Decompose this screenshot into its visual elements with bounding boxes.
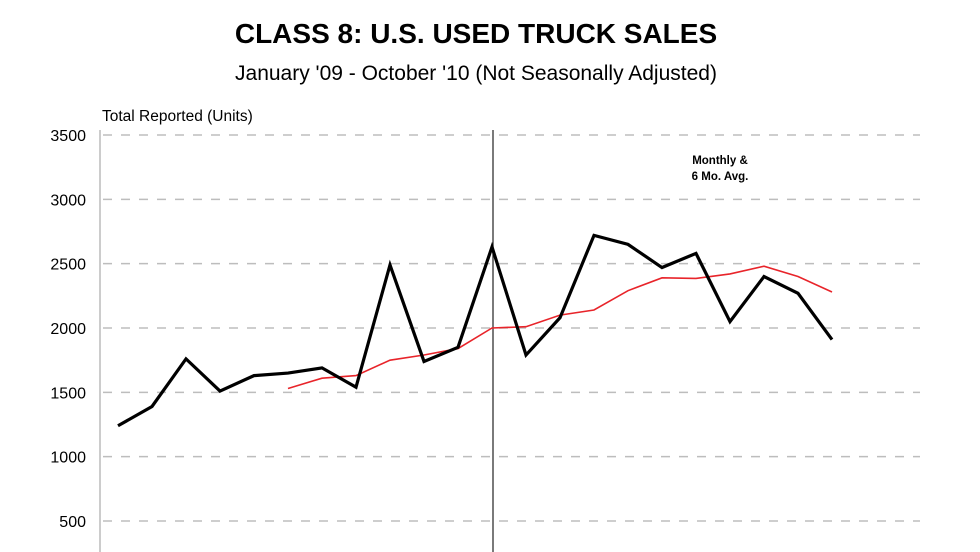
annotation-line-1: Monthly &: [692, 155, 748, 167]
y-axis-label: Total Reported (Units): [102, 108, 253, 125]
chart-annotation: Monthly & 6 Mo. Avg.: [670, 153, 770, 185]
monthly-series-line: [117, 233, 834, 428]
y-tick-label: 2000: [50, 321, 86, 338]
y-tick-label: 3000: [50, 192, 86, 209]
y-tick-label: 3500: [50, 128, 86, 145]
chart-subtitle: January '09 - October '10 (Not Seasonall…: [235, 62, 717, 85]
annotation-line-2: 6 Mo. Avg.: [691, 171, 749, 183]
y-tick-label: 1500: [50, 385, 86, 402]
y-tick-label: 1000: [50, 450, 86, 467]
y-tick-label: 2500: [50, 257, 86, 274]
y-tick-label: 500: [59, 514, 86, 531]
chart-title: CLASS 8: U.S. USED TRUCK SALES: [234, 18, 718, 49]
